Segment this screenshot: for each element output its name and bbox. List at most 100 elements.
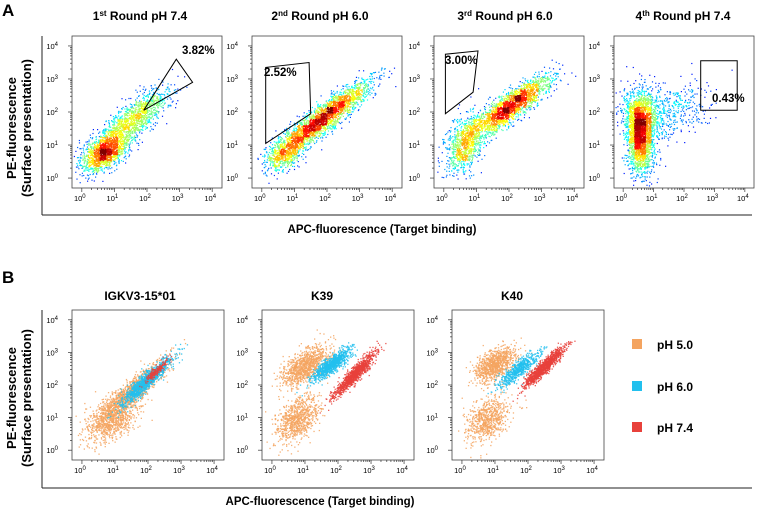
data-point	[116, 122, 117, 123]
data-point	[121, 98, 122, 99]
data-point	[350, 117, 351, 118]
data-point	[280, 166, 281, 167]
data-point	[84, 161, 85, 162]
data-point	[116, 169, 117, 170]
data-point	[102, 137, 103, 138]
data-point	[126, 112, 127, 113]
data-point	[151, 88, 152, 89]
data-point	[282, 161, 283, 162]
data-point	[330, 125, 331, 126]
data-point	[337, 85, 338, 86]
data-point	[274, 170, 275, 171]
data-point	[307, 113, 308, 114]
data-point	[290, 150, 291, 151]
data-point	[331, 90, 332, 91]
data-point	[169, 91, 170, 92]
data-point	[138, 118, 139, 119]
data-point	[105, 167, 106, 168]
data-point	[160, 106, 161, 107]
data-point	[130, 149, 131, 150]
data-point	[156, 105, 157, 106]
data-point	[288, 171, 289, 172]
data-point	[304, 142, 305, 143]
data-point	[141, 103, 142, 104]
data-point	[312, 107, 313, 108]
data-point	[115, 117, 116, 118]
data-point	[147, 100, 148, 101]
data-point	[347, 99, 348, 100]
data-point	[311, 135, 312, 136]
data-point	[80, 160, 81, 161]
data-point	[129, 111, 130, 112]
data-point	[295, 133, 296, 134]
data-point	[323, 135, 324, 136]
data-point	[296, 153, 297, 154]
data-point	[128, 146, 129, 147]
data-point	[104, 163, 105, 164]
data-point	[296, 130, 297, 131]
data-point	[174, 90, 175, 91]
data-point	[132, 131, 133, 132]
data-point	[120, 119, 121, 120]
data-point	[290, 121, 291, 122]
data-point	[117, 107, 118, 108]
data-point	[317, 110, 318, 111]
data-point	[153, 129, 154, 130]
data-point	[126, 109, 127, 110]
data-point	[353, 109, 354, 110]
data-point	[292, 158, 293, 159]
data-point	[353, 104, 354, 105]
data-point	[281, 137, 282, 138]
data-point	[113, 146, 114, 147]
data-point	[87, 170, 88, 171]
data-point	[93, 160, 94, 161]
data-point	[133, 117, 134, 118]
data-point	[327, 134, 328, 135]
data-point	[287, 162, 288, 163]
data-point	[308, 149, 309, 150]
data-point	[130, 143, 131, 144]
data-point	[278, 146, 279, 147]
data-point	[109, 126, 110, 127]
data-point	[127, 140, 128, 141]
data-point	[130, 98, 131, 99]
data-point	[285, 159, 286, 160]
data-point	[91, 153, 92, 154]
data-point	[290, 142, 291, 143]
data-point	[363, 87, 364, 88]
data-point	[262, 163, 263, 164]
data-point	[329, 103, 330, 104]
data-point	[358, 89, 359, 90]
data-point	[104, 132, 105, 133]
data-point	[307, 140, 308, 141]
data-point	[331, 126, 332, 127]
data-point	[177, 76, 178, 77]
data-point	[126, 142, 127, 143]
data-point	[124, 145, 125, 146]
plot-title-igkv3: IGKV3-15*01	[104, 289, 176, 303]
data-point	[287, 140, 288, 141]
data-point	[368, 91, 369, 92]
data-point	[121, 151, 122, 152]
data-point	[122, 119, 123, 120]
data-point	[124, 143, 125, 144]
data-point	[369, 81, 370, 82]
data-point	[306, 144, 307, 145]
data-point	[124, 118, 125, 119]
data-point	[295, 151, 296, 152]
data-point	[110, 141, 111, 142]
data-point	[315, 113, 316, 114]
data-point	[125, 99, 126, 100]
data-point	[343, 112, 344, 113]
data-point	[106, 131, 107, 132]
data-point	[352, 102, 353, 103]
data-point	[324, 128, 325, 129]
data-point	[113, 130, 114, 131]
data-point	[133, 130, 134, 131]
data-point	[337, 91, 338, 92]
data-point	[111, 131, 112, 132]
data-point	[135, 104, 136, 105]
data-point	[87, 159, 88, 160]
data-point	[352, 104, 353, 105]
data-point	[124, 119, 125, 120]
